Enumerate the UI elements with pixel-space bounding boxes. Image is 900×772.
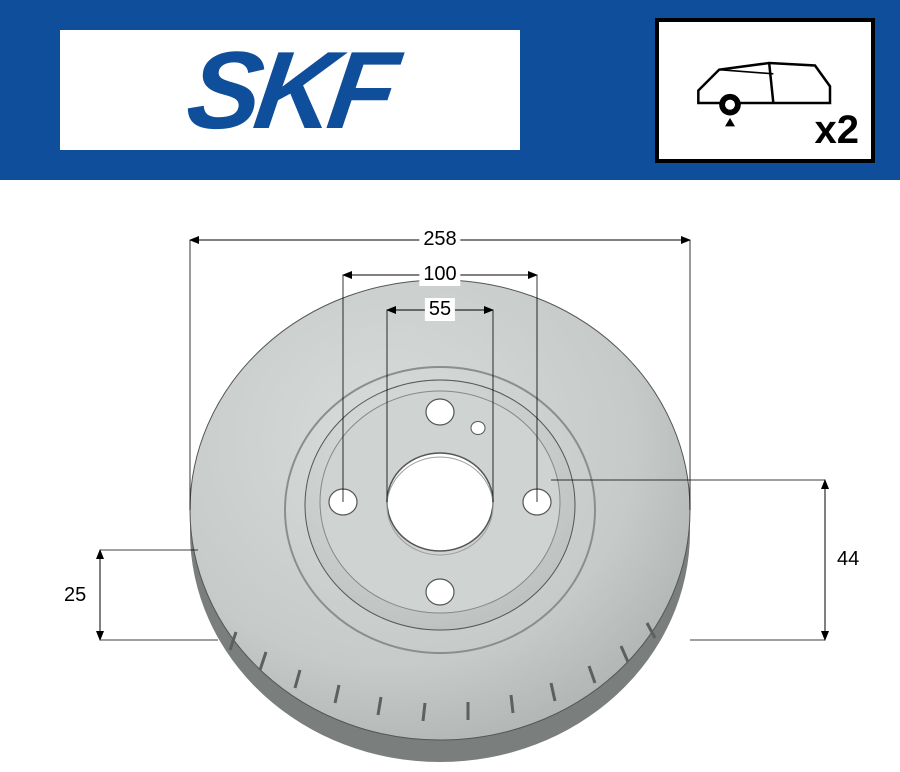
- brand-logo: SKF: [180, 27, 400, 154]
- package-info-box: x2: [655, 18, 875, 163]
- quantity-label: x2: [815, 108, 860, 153]
- dim-disc-thickness: 25: [62, 584, 88, 607]
- dim-bolt-circle: 100: [419, 263, 460, 286]
- technical-diagram: 258 100 55 44 25: [0, 180, 900, 767]
- dim-outer-diameter: 258: [419, 228, 460, 251]
- dim-center-bore: 55: [425, 298, 455, 321]
- header-bar: SKF x2: [0, 0, 900, 180]
- logo-container: SKF: [60, 30, 520, 150]
- dim-hub-height: 44: [835, 548, 861, 571]
